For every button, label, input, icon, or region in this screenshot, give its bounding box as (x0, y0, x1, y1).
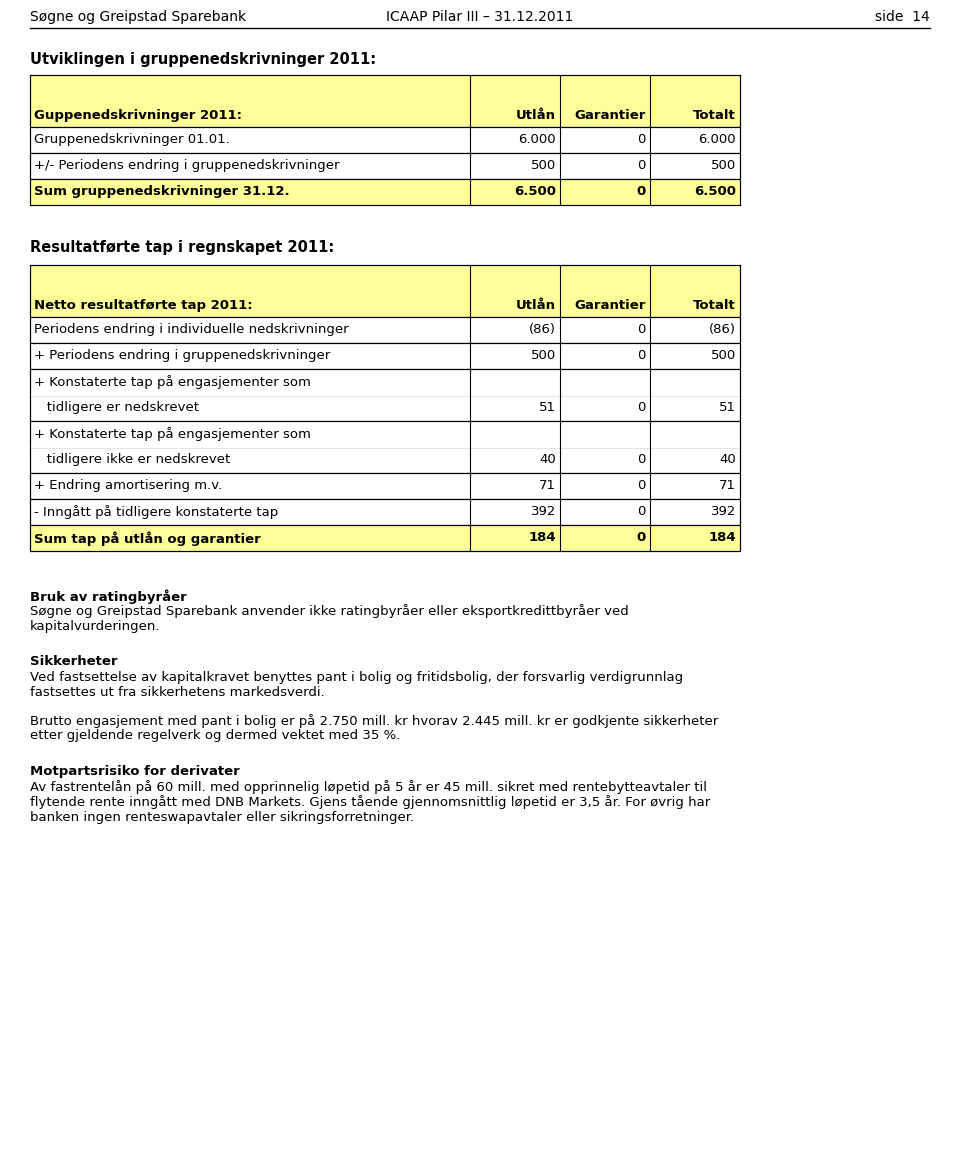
Text: 40: 40 (719, 453, 736, 466)
Text: + Periodens endring i gruppenedskrivninger: + Periodens endring i gruppenedskrivning… (34, 350, 330, 362)
Bar (30, 499, 740, 525)
Text: 51: 51 (539, 401, 556, 414)
Bar (30, 127, 740, 153)
Text: 392: 392 (531, 504, 556, 518)
Text: 500: 500 (531, 350, 556, 362)
Bar (30, 317, 740, 343)
Text: 0: 0 (637, 401, 646, 414)
Text: 71: 71 (539, 479, 556, 492)
Text: + Endring amortisering m.v.: + Endring amortisering m.v. (34, 479, 223, 492)
Text: 0: 0 (637, 453, 646, 466)
Text: Periodens endring i individuelle nedskrivninger: Periodens endring i individuelle nedskri… (34, 323, 348, 336)
Text: 0: 0 (636, 531, 646, 544)
Bar (30, 395, 740, 421)
Text: tidligere er nedskrevet: tidligere er nedskrevet (34, 401, 199, 414)
Text: + Konstaterte tap på engasjementer som: + Konstaterte tap på engasjementer som (34, 428, 311, 442)
Bar (30, 264, 740, 317)
Text: banken ingen renteswapavtaler eller sikringsforretninger.: banken ingen renteswapavtaler eller sikr… (30, 811, 414, 824)
Text: 6.000: 6.000 (698, 133, 736, 146)
Bar (30, 447, 740, 473)
Text: 6.500: 6.500 (694, 185, 736, 198)
Text: 392: 392 (710, 504, 736, 518)
Bar (30, 153, 740, 179)
Text: 0: 0 (636, 185, 646, 198)
Text: flytende rente inngått med DNB Markets. Gjens tående gjennomsnittlig løpetid er : flytende rente inngått med DNB Markets. … (30, 796, 710, 810)
Text: Gruppenedskrivninger 01.01.: Gruppenedskrivninger 01.01. (34, 133, 229, 146)
Text: 71: 71 (719, 479, 736, 492)
Text: Sikkerheter: Sikkerheter (30, 655, 117, 668)
Text: Utlån: Utlån (516, 299, 556, 312)
Text: side  14: side 14 (876, 10, 930, 24)
Text: 0: 0 (637, 133, 646, 146)
Text: Søgne og Greipstad Sparebank anvender ikke ratingbyråer eller eksportkredittbyrå: Søgne og Greipstad Sparebank anvender ik… (30, 605, 629, 619)
Bar (30, 179, 740, 205)
Text: 0: 0 (637, 350, 646, 362)
Text: tidligere ikke er nedskrevet: tidligere ikke er nedskrevet (34, 453, 230, 466)
Bar (30, 473, 740, 499)
Text: Av fastrentelån på 60 mill. med opprinnelig løpetid på 5 år er 45 mill. sikret m: Av fastrentelån på 60 mill. med opprinne… (30, 781, 707, 795)
Text: Garantier: Garantier (575, 299, 646, 312)
Text: Totalt: Totalt (693, 110, 736, 122)
Text: 500: 500 (710, 158, 736, 172)
Text: 0: 0 (637, 323, 646, 336)
Text: + Konstaterte tap på engasjementer som: + Konstaterte tap på engasjementer som (34, 375, 311, 389)
Text: 500: 500 (531, 158, 556, 172)
Text: fastsettes ut fra sikkerhetens markedsverdi.: fastsettes ut fra sikkerhetens markedsve… (30, 686, 324, 699)
Text: 51: 51 (719, 401, 736, 414)
Bar (30, 369, 740, 395)
Text: Brutto engasjement med pant i bolig er på 2.750 mill. kr hvorav 2.445 mill. kr e: Brutto engasjement med pant i bolig er p… (30, 714, 718, 728)
Text: Totalt: Totalt (693, 299, 736, 312)
Text: 184: 184 (528, 531, 556, 544)
Text: Ved fastsettelse av kapitalkravet benyttes pant i bolig og fritidsbolig, der for: Ved fastsettelse av kapitalkravet benytt… (30, 671, 684, 684)
Text: Garantier: Garantier (575, 110, 646, 122)
Text: 184: 184 (708, 531, 736, 544)
Text: 6.500: 6.500 (514, 185, 556, 198)
Bar (30, 421, 740, 447)
Text: etter gjeldende regelverk og dermed vektet med 35 %.: etter gjeldende regelverk og dermed vekt… (30, 729, 400, 742)
Text: 0: 0 (637, 479, 646, 492)
Text: (86): (86) (709, 323, 736, 336)
Text: Utviklingen i gruppenedskrivninger 2011:: Utviklingen i gruppenedskrivninger 2011: (30, 52, 376, 68)
Text: ICAAP Pilar III – 31.12.2011: ICAAP Pilar III – 31.12.2011 (386, 10, 574, 24)
Bar (30, 525, 740, 551)
Text: 500: 500 (710, 350, 736, 362)
Text: - Inngått på tidligere konstaterte tap: - Inngått på tidligere konstaterte tap (34, 504, 278, 518)
Text: Motpartsrisiko for derivater: Motpartsrisiko for derivater (30, 764, 240, 777)
Bar (30, 75, 740, 127)
Text: Utlån: Utlån (516, 110, 556, 122)
Text: Søgne og Greipstad Sparebank: Søgne og Greipstad Sparebank (30, 10, 246, 24)
Text: Sum tap på utlån og garantier: Sum tap på utlån og garantier (34, 531, 261, 545)
Bar (30, 343, 740, 369)
Text: 0: 0 (637, 504, 646, 518)
Text: kapitalvurderingen.: kapitalvurderingen. (30, 620, 160, 633)
Text: 6.000: 6.000 (518, 133, 556, 146)
Text: (86): (86) (529, 323, 556, 336)
Text: 0: 0 (637, 158, 646, 172)
Text: +/- Periodens endring i gruppenedskrivninger: +/- Periodens endring i gruppenedskrivni… (34, 158, 340, 172)
Text: Bruk av ratingbyråer: Bruk av ratingbyråer (30, 589, 187, 603)
Text: 40: 40 (540, 453, 556, 466)
Text: Netto resultatførte tap 2011:: Netto resultatførte tap 2011: (34, 299, 252, 312)
Text: Guppenedskrivninger 2011:: Guppenedskrivninger 2011: (34, 110, 242, 122)
Text: Resultatførte tap i regnskapet 2011:: Resultatførte tap i regnskapet 2011: (30, 240, 334, 255)
Text: Sum gruppenedskrivninger 31.12.: Sum gruppenedskrivninger 31.12. (34, 185, 290, 198)
